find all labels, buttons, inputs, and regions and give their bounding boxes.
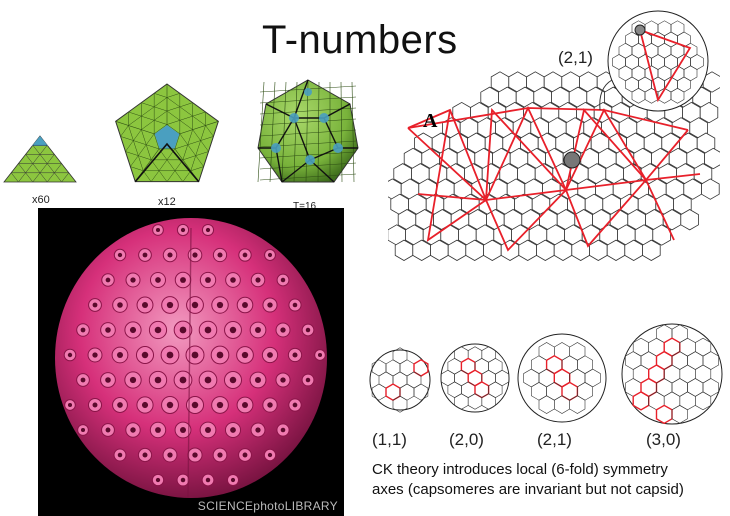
- photo-watermark: SCIENCEphotoLIBRARY: [197, 499, 338, 513]
- capsid-label-2-1: (2,1): [537, 430, 572, 449]
- triangle-multiplier-label: x60: [32, 194, 50, 206]
- pentagon-tile: [115, 83, 219, 183]
- triangulation-lines: [407, 105, 701, 252]
- t16-capsid-model: [257, 79, 359, 183]
- capsid-label-1-1: (1,1): [372, 430, 407, 449]
- triangle-tile: [3, 135, 77, 183]
- capsid-3-0: [621, 323, 723, 425]
- lattice-coordinate-label: (2,1): [558, 48, 593, 67]
- virus-capsid-render: [55, 218, 327, 499]
- virus-micrograph: SCIENCEphotoLIBRARY: [38, 208, 344, 516]
- caption-line-1: CK theory introduces local (6-fold) symm…: [372, 461, 668, 478]
- capsid-label-3-0: (3,0): [646, 430, 681, 449]
- capsid-t-number-label: T=16: [293, 201, 317, 212]
- pentagon-multiplier-label: x12: [158, 196, 176, 208]
- connector-curve: [599, 79, 613, 111]
- lattice-center-hexamer: [563, 151, 581, 169]
- caption-line-2: axes (capsomeres are invariant but not c…: [372, 481, 684, 498]
- small-capsid-sphere: [607, 10, 709, 112]
- page-title: T-numbers: [262, 18, 458, 62]
- capsid-2-0: [440, 343, 510, 413]
- capsid-1-1: [369, 347, 431, 413]
- capsid-label-2-0: (2,0): [449, 430, 484, 449]
- lattice-vector-label: A: [423, 110, 438, 132]
- capsid-2-1: [517, 333, 607, 423]
